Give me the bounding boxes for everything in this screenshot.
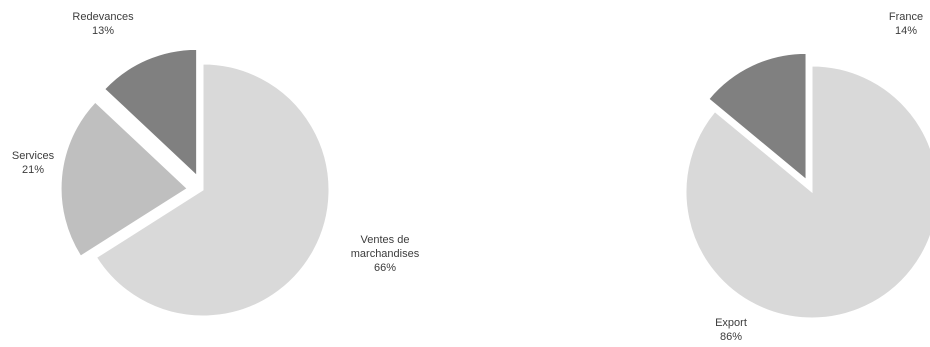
slice-category: Redevances xyxy=(72,11,134,23)
slice-label-services: Services 21% xyxy=(12,150,55,176)
slice-category: Ventes de xyxy=(361,234,410,246)
pie-slice-france xyxy=(708,52,807,181)
slice-percent: 86% xyxy=(720,331,742,343)
slice-percent: 66% xyxy=(374,262,396,274)
slice-label-ventes-de-marchandises: Ventes de marchandises 66% xyxy=(351,234,420,274)
slice-percent: 21% xyxy=(22,164,44,176)
slice-category: Export xyxy=(715,317,747,329)
slice-percent: 13% xyxy=(92,25,114,37)
slice-category: France xyxy=(889,11,923,23)
pie-slice-ventes-de-marchandises xyxy=(95,63,330,317)
slice-label-redevances: Redevances 13% xyxy=(72,11,134,37)
slice-label-france: France 14% xyxy=(889,11,923,37)
pie-slice-redevances xyxy=(104,48,198,177)
market-pie-chart: Export 86% France 14% xyxy=(685,11,930,343)
revenue-type-pie-chart: Ventes de marchandises 66% Services 21% Redev… xyxy=(12,11,420,317)
slice-category: marchandises xyxy=(351,248,420,260)
slice-label-export: Export 86% xyxy=(715,317,747,343)
pie-slice-services xyxy=(60,101,188,257)
slice-percent: 14% xyxy=(895,25,917,37)
slice-category: Services xyxy=(12,150,55,162)
pie-slice-export xyxy=(685,65,930,319)
